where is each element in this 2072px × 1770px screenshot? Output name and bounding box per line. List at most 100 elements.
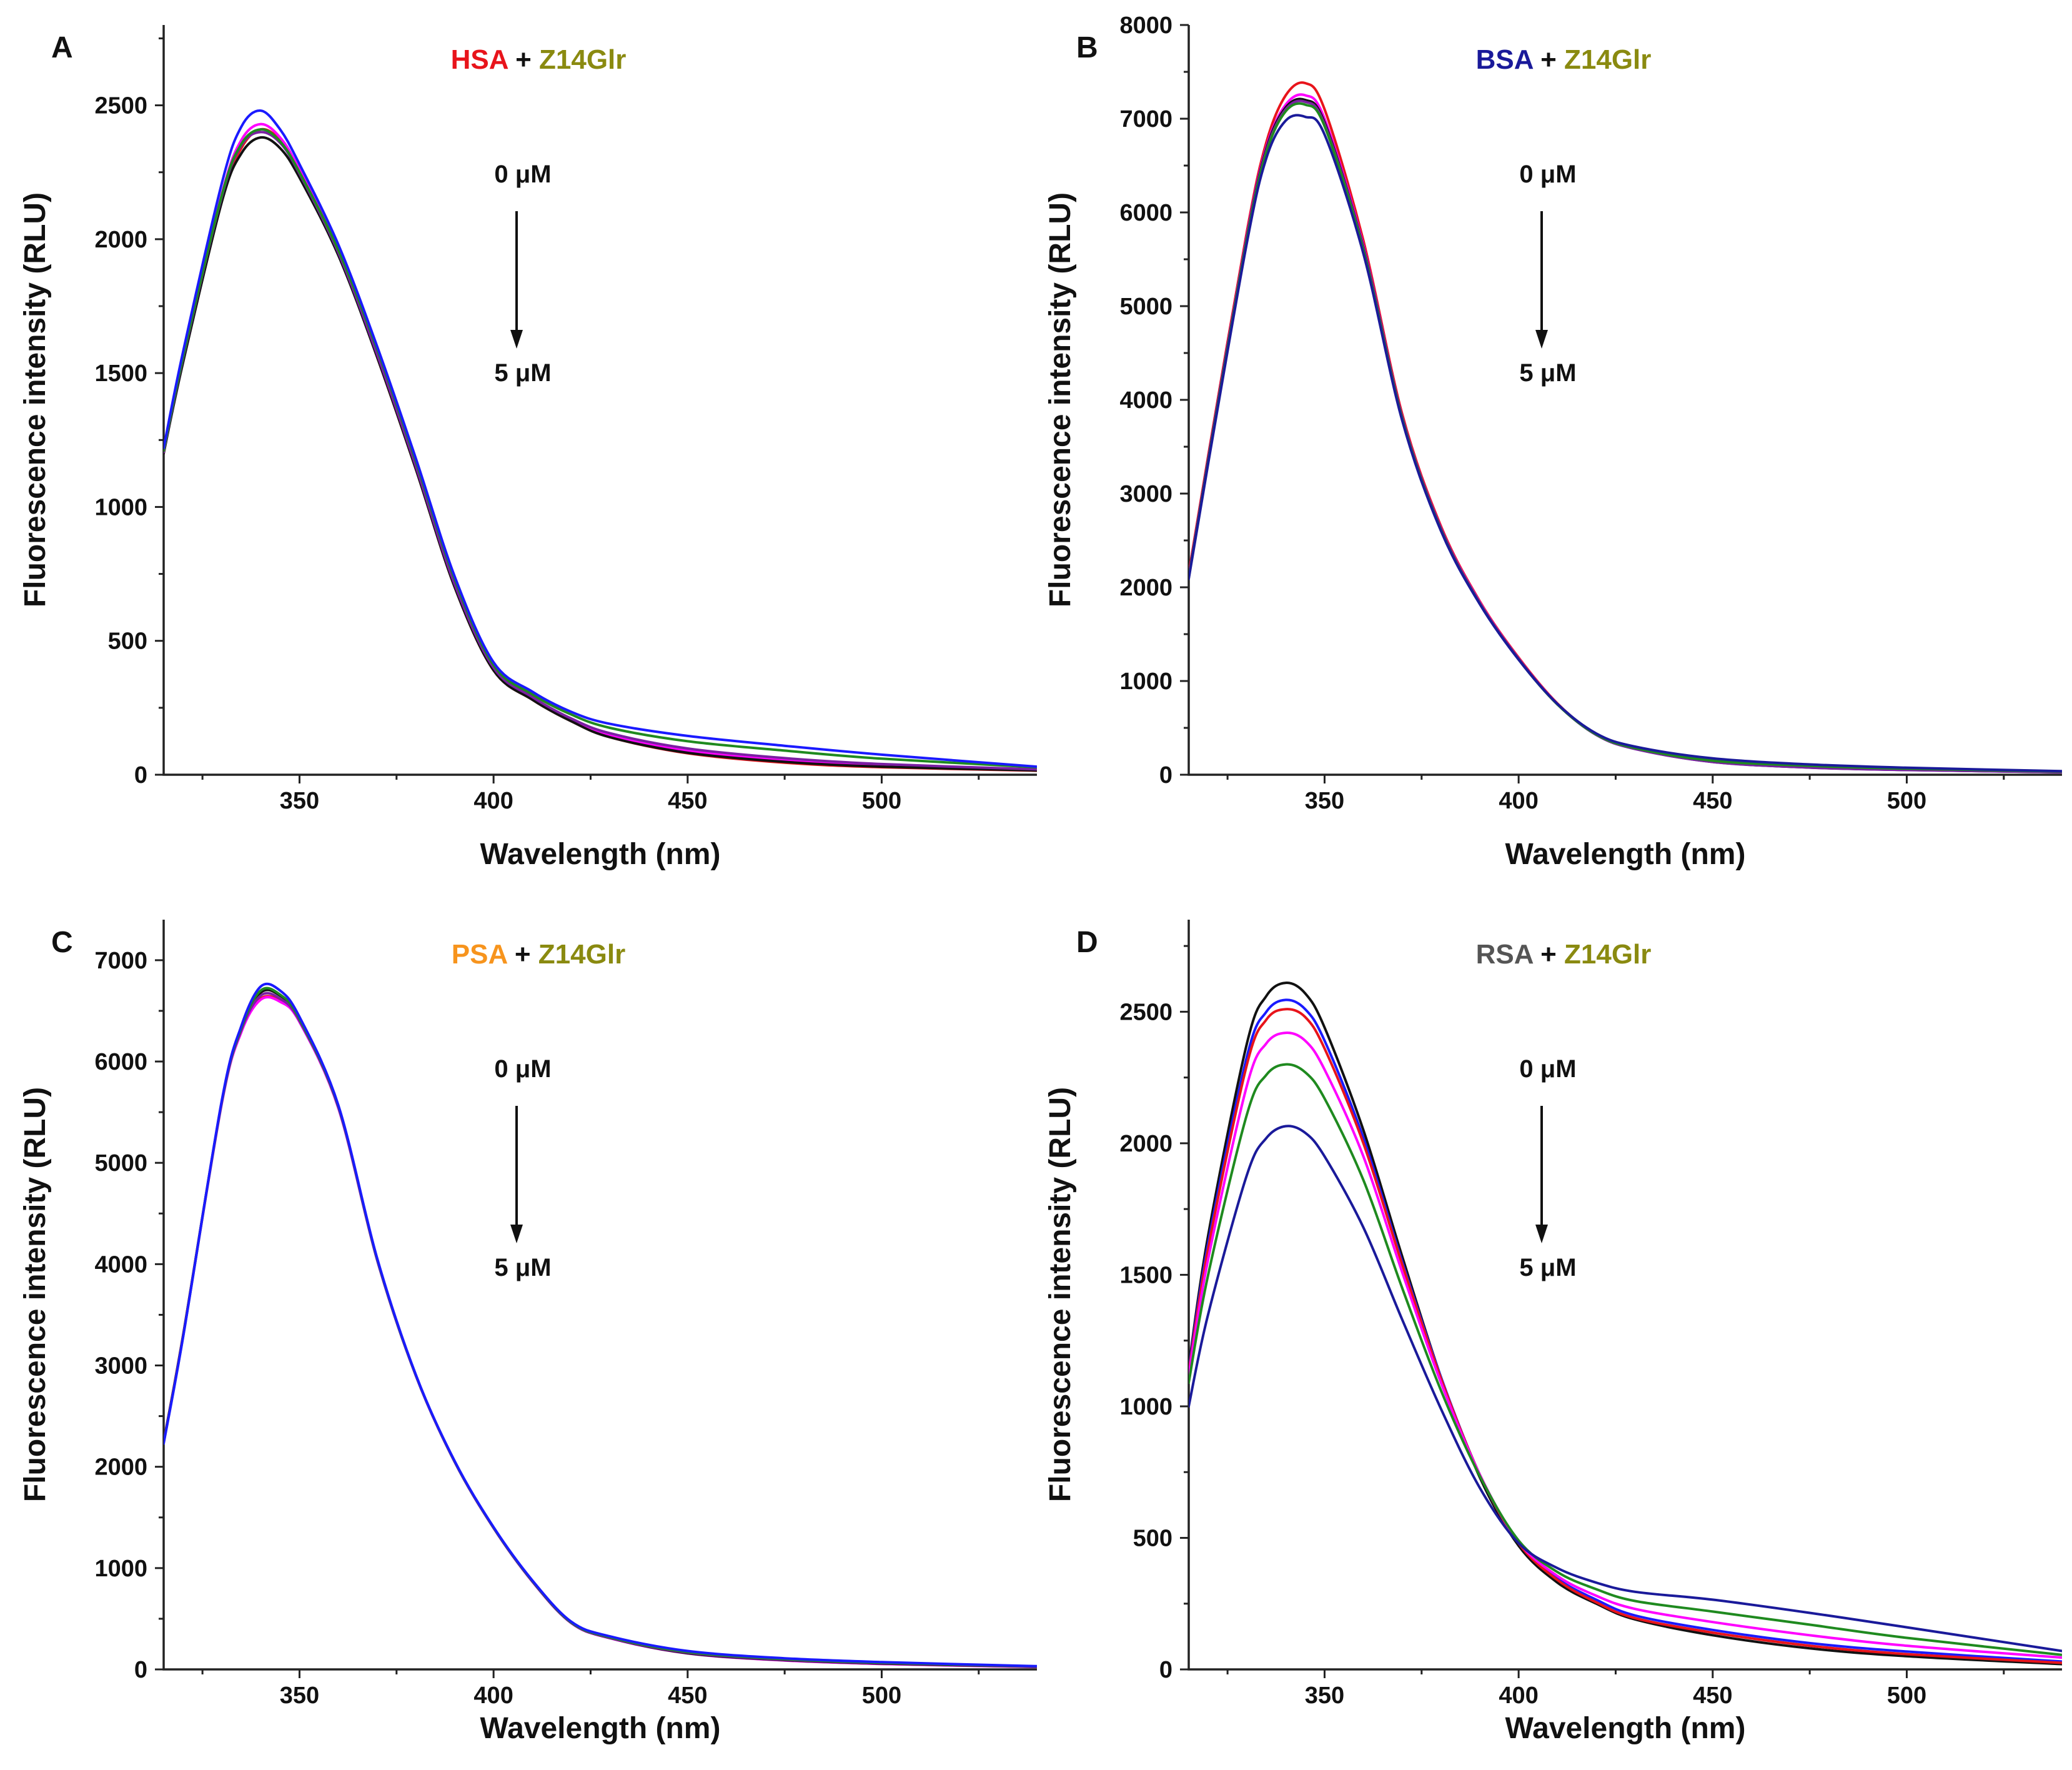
series-group: [1189, 982, 2062, 1666]
y-tick-label: 2500: [1119, 999, 1172, 1025]
title-part-1: +: [507, 939, 538, 970]
x-tick-label: 500: [1887, 1683, 1926, 1709]
conc-end-label: 5 μM: [494, 1254, 551, 1281]
panel-b: 350 400 450 5000100020003000400050006000700…: [1044, 12, 2062, 871]
y-tick-label: 4000: [94, 1251, 147, 1278]
title-part-2: Z14Glr: [1564, 44, 1651, 75]
y-tick-label: 6000: [1119, 200, 1172, 226]
x-tick-label: 350: [1305, 788, 1344, 814]
axis-lines: [1187, 25, 2062, 776]
y-tick-label: 500: [1133, 1525, 1172, 1551]
conc-arrow-head: [1535, 330, 1548, 349]
y-tick-label: 2000: [1119, 575, 1172, 601]
x-tick-label: 400: [1499, 788, 1538, 814]
title-part-1: +: [1533, 939, 1564, 970]
panel-a: 350 400 450 500 0 500 1000 1500 2000 2500 Waveleng…: [19, 25, 1037, 871]
y-tick-label: 1000: [94, 1556, 147, 1582]
title-part-1: +: [1533, 44, 1564, 75]
y-tick-label: 5000: [1119, 294, 1172, 320]
series-line-3: [164, 131, 1037, 771]
x-tick-label: 350: [1305, 1683, 1344, 1709]
series-line-2: [164, 988, 1037, 1668]
y-tick-label: 500: [108, 629, 147, 655]
title-part-0: RSA: [1476, 939, 1534, 970]
y-tick-label: 2000: [1119, 1131, 1172, 1157]
x-tick-label: 500: [862, 1683, 901, 1709]
series-line-2: [1189, 1008, 2062, 1664]
y-tick-label: 3000: [94, 1353, 147, 1380]
axis-lines: [162, 25, 1037, 776]
y-tick-label: 2500: [94, 93, 147, 119]
y-tick-label: 0: [134, 1657, 147, 1683]
y-tick-label: 1500: [94, 360, 147, 387]
y-tick-label: 7000: [1119, 106, 1172, 132]
y-axis-title: Fluorescence intensity (RLU): [19, 1087, 52, 1502]
y-tick-label: 3000: [1119, 481, 1172, 507]
panel-title: RSA + Z14Glr: [1476, 939, 1652, 970]
series-line-4: [1189, 1063, 2062, 1656]
panel-c: 350 400 450 5000100020003000400050006000700…: [19, 920, 1037, 1745]
x-tick-label: 450: [1693, 1683, 1732, 1709]
x-axis-title: Wavelength (nm): [1505, 1712, 1746, 1745]
series-line-2: [164, 136, 1037, 772]
y-axis-title: Fluorescence intensity (RLU): [1044, 192, 1077, 607]
x-tick-label: 350: [280, 788, 319, 814]
x-tick-label: 500: [862, 788, 901, 814]
panel-title: HSA + Z14Glr: [451, 44, 627, 75]
series-line-4: [164, 987, 1037, 1668]
title-part-0: PSA: [452, 939, 508, 970]
conc-start-label: 0 μM: [1519, 1055, 1576, 1083]
series-line-1: [164, 122, 1037, 772]
title-part-2: Z14Glr: [1564, 939, 1651, 970]
conc-end-label: 5 μM: [1519, 359, 1576, 387]
x-tick-label: 450: [668, 1683, 707, 1709]
x-tick-label: 450: [1693, 788, 1732, 814]
series-group: [1189, 81, 2062, 773]
y-tick-label: 1000: [1119, 1394, 1172, 1420]
series-line-5: [1189, 114, 2062, 773]
panel-letter: C: [51, 926, 73, 959]
series-line-4: [1189, 102, 2062, 773]
series-group: [164, 982, 1037, 1669]
conc-start-label: 0 μM: [494, 1055, 551, 1083]
title-part-2: Z14Glr: [539, 44, 626, 75]
y-tick-label: 6000: [94, 1049, 147, 1075]
series-line-3: [1189, 1032, 2062, 1659]
series-line-4: [164, 128, 1037, 768]
y-tick-label: 8000: [1119, 12, 1172, 39]
y-tick-label: 1000: [94, 494, 147, 520]
title-part-0: BSA: [1476, 44, 1534, 75]
x-axis-title: Wavelength (nm): [1505, 838, 1746, 871]
series-line-3: [164, 992, 1037, 1668]
series-line-1: [1189, 998, 2062, 1663]
y-tick-label: 0: [134, 762, 147, 788]
conc-end-label: 5 μM: [1519, 1254, 1576, 1281]
conc-arrow-head: [510, 1225, 523, 1243]
y-tick-label: 1000: [1119, 669, 1172, 695]
x-tick-label: 400: [473, 788, 513, 814]
title-part-1: +: [508, 44, 539, 75]
conc-start-label: 0 μM: [1519, 161, 1576, 188]
series-line-5: [164, 109, 1037, 768]
y-tick-label: 1500: [1119, 1262, 1172, 1288]
series-line-0: [164, 995, 1037, 1668]
y-tick-label: 0: [1159, 1657, 1172, 1683]
panel-title: PSA + Z14Glr: [452, 939, 625, 970]
series-line-1: [164, 996, 1037, 1669]
conc-start-label: 0 μM: [494, 161, 551, 188]
conc-end-label: 5 μM: [494, 359, 551, 387]
series-line-2: [1189, 97, 2062, 773]
conc-arrow-head: [510, 330, 523, 349]
panel-letter: A: [51, 31, 73, 64]
y-axis-title: Fluorescence intensity (RLU): [1044, 1087, 1077, 1502]
series-group: [164, 109, 1037, 772]
y-tick-label: 5000: [94, 1150, 147, 1176]
x-tick-label: 400: [1499, 1683, 1538, 1709]
panel-letter: D: [1076, 926, 1098, 959]
series-line-0: [1189, 982, 2062, 1666]
y-tick-label: 2000: [94, 1454, 147, 1481]
title-part-2: Z14Glr: [538, 939, 625, 970]
panel-d: 350 400 450 500 0 500 1000 1500 2000 2500 Waveleng…: [1044, 920, 2062, 1745]
x-tick-label: 350: [280, 1683, 319, 1709]
